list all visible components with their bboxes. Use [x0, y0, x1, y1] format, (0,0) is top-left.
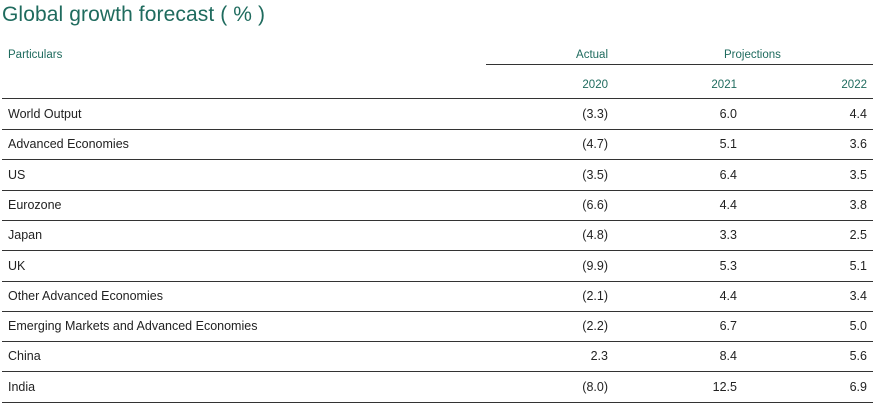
cell-2021: 8.4: [719, 349, 737, 364]
cell-2022: 3.4: [849, 288, 867, 303]
table-row: Eurozone (6.6) 4.4 3.8: [2, 190, 873, 221]
cell-2021: 12.5: [712, 379, 737, 394]
cell-2021: 5.1: [719, 137, 737, 152]
cell-2022: 5.1: [849, 258, 867, 273]
row-label: Japan: [8, 228, 43, 243]
table-row: World Output (3.3) 6.0 4.4: [2, 99, 873, 130]
table-row: India (8.0) 12.5 6.9: [2, 372, 873, 403]
cell-2022: 6.9: [849, 379, 867, 394]
row-label: India: [8, 379, 36, 394]
cell-2020: (4.7): [582, 137, 608, 152]
cell-2021: 5.3: [719, 258, 737, 273]
row-label: UK: [8, 258, 26, 273]
cell-2021: 6.0: [719, 107, 737, 121]
cell-2020: (2.1): [582, 288, 608, 303]
header-year-2021: 2021: [711, 79, 737, 91]
row-label: Other Advanced Economies: [8, 288, 163, 303]
header-actual: Actual: [576, 49, 608, 61]
cell-2020: (3.5): [582, 167, 608, 182]
cell-2020: (4.8): [582, 228, 608, 243]
cell-2021: 4.4: [719, 288, 737, 303]
table-row: Other Advanced Economies (2.1) 4.4 3.4: [2, 281, 873, 312]
cell-2022: 4.4: [849, 107, 867, 121]
table-row: Japan (4.8) 3.3 2.5: [2, 220, 873, 252]
page-title: Global growth forecast ( % ): [2, 3, 266, 26]
row-label: Emerging Markets and Advanced Economies: [8, 319, 258, 334]
header-year-2022: 2022: [841, 79, 867, 91]
header-rule: [2, 98, 873, 99]
cell-2020: (6.6): [582, 197, 608, 212]
row-label: World Output: [8, 107, 82, 121]
cell-2021: 6.7: [719, 319, 737, 334]
row-label: Eurozone: [8, 197, 62, 212]
table-row: Advanced Economies (4.7) 5.1 3.6: [2, 129, 873, 161]
header-particulars: Particulars: [8, 49, 63, 61]
row-label: Advanced Economies: [8, 137, 129, 152]
projections-rule: [486, 64, 873, 65]
table-row: Emerging Markets and Advanced Economies (…: [2, 311, 873, 343]
cell-2022: 2.5: [849, 228, 867, 243]
cell-2020: (9.9): [582, 258, 608, 273]
cell-2021: 4.4: [719, 197, 737, 212]
cell-2022: 5.6: [849, 349, 867, 364]
cell-2022: 3.5: [849, 167, 867, 182]
cell-2020: (3.3): [582, 107, 608, 121]
cell-2021: 6.4: [719, 167, 737, 182]
row-label: China: [8, 349, 41, 364]
cell-2020: 2.3: [590, 349, 608, 364]
header-projections: Projections: [724, 49, 781, 61]
cell-2021: 3.3: [719, 228, 737, 243]
table-row: US (3.5) 6.4 3.5: [2, 160, 873, 191]
cell-2022: 3.8: [849, 197, 867, 212]
cell-2020: (8.0): [582, 379, 608, 394]
cell-2022: 3.6: [849, 137, 867, 152]
cell-2020: (2.2): [582, 319, 608, 334]
header-year-2020: 2020: [582, 79, 608, 91]
table-row: UK (9.9) 5.3 5.1: [2, 251, 873, 282]
cell-2022: 5.0: [849, 319, 867, 334]
table-row: China 2.3 8.4 5.6: [2, 341, 873, 373]
row-label: US: [8, 167, 26, 182]
